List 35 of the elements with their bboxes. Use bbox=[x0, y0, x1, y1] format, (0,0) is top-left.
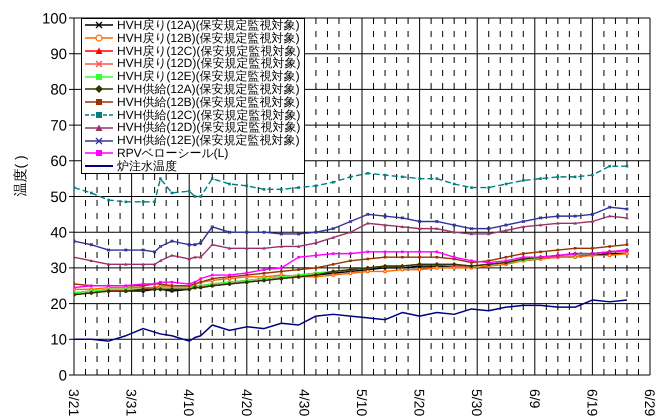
y-tick-label: 80 bbox=[50, 82, 67, 99]
y-tick-label: 10 bbox=[50, 332, 67, 349]
legend-label: HVH戻り(12C)(保安規定監視対象) bbox=[117, 44, 300, 58]
x-tick-label: 5/30 bbox=[469, 389, 486, 416]
legend-label: HVH供給(12D)(保安規定監視対象) bbox=[117, 120, 300, 134]
x-tick-label: 5/10 bbox=[354, 389, 370, 416]
x-tick-label: 3/31 bbox=[124, 389, 140, 416]
y-tick-label: 0 bbox=[58, 367, 67, 384]
legend-label: HVH戻り(12B)(保安規定監視対象) bbox=[117, 30, 300, 45]
y-tick-label: 20 bbox=[50, 296, 67, 313]
y-tick-label: 50 bbox=[50, 188, 67, 206]
legend-label: HVH戻り(12D)(保安規定監視対象) bbox=[117, 56, 300, 70]
legend-label: RPVベローシール(L) bbox=[117, 146, 228, 160]
x-tick-label: 4/30 bbox=[296, 389, 312, 416]
legend-label: HVH供給(12A)(保安規定監視対象) bbox=[117, 82, 300, 96]
x-tick-label: 3/21 bbox=[66, 389, 82, 416]
legend-label: HVH供給(12B)(保安規定監視対象) bbox=[117, 94, 300, 109]
x-tick-label: 4/10 bbox=[181, 389, 198, 416]
y-tick-label: 60 bbox=[50, 153, 67, 170]
x-tick-label: 6/29 bbox=[642, 389, 658, 416]
y-tick-label: 100 bbox=[42, 10, 67, 28]
legend-label: HVH供給(12C)(保安規定監視対象) bbox=[117, 108, 300, 122]
y-tick-label: 90 bbox=[50, 46, 67, 64]
legend-label: 炉注水温度 bbox=[117, 158, 177, 173]
legend-label: HVH供給(12E)(保安規定監視対象) bbox=[117, 133, 300, 148]
x-tick-label: 6/19 bbox=[584, 389, 600, 416]
x-tick-label: 4/20 bbox=[238, 389, 255, 416]
y-tick-label: 30 bbox=[50, 260, 67, 278]
legend-label: HVH戻り(12E)(保安規定監視対象) bbox=[117, 69, 300, 84]
y-axis-title: 温度( ) bbox=[12, 155, 28, 196]
y-tick-label: 40 bbox=[50, 224, 67, 242]
x-tick-label: 6/9 bbox=[526, 389, 543, 409]
legend-label: HVH戻り(12A)(保安規定監視対象) bbox=[117, 18, 300, 32]
y-tick-label: 70 bbox=[50, 117, 67, 134]
x-tick-label: 5/20 bbox=[412, 389, 428, 416]
